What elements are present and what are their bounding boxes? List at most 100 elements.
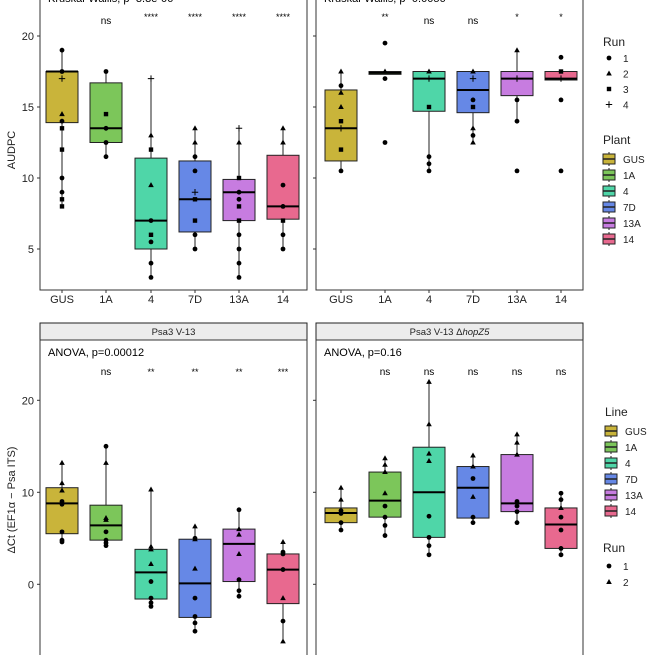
box-7D [456,452,490,526]
data-point [236,593,242,599]
data-point [514,431,520,437]
data-point [59,118,65,124]
data-point [236,189,242,195]
data-point [338,520,344,526]
data-point [59,126,65,131]
y-tick-label: 20 [22,31,34,43]
data-point [382,514,388,520]
x-tick-label: GUS [50,294,74,306]
legend-run-marker [606,563,612,569]
y-tick-label: 20 [22,395,34,407]
data-point [192,232,198,238]
data-point [558,527,564,533]
data-point [236,246,242,252]
data-point [59,197,65,202]
box-7D [456,68,490,145]
data-point [59,189,65,195]
data-point [59,69,65,74]
box [45,487,79,535]
data-point [426,552,432,558]
legend-label: GUS [623,155,645,166]
data-point [338,484,344,490]
legend-label: 13A [623,219,641,230]
strip-label: Psa3 V-13 ΔhopZ5 [410,327,490,338]
data-point [514,520,520,526]
y-tick-label: 10 [22,487,34,499]
data-point [236,550,242,556]
data-point [558,552,564,558]
box [500,71,534,97]
data-point [514,451,520,457]
data-point [103,516,109,522]
data-point [148,595,154,601]
significance-label: * [515,12,519,22]
x-tick-label: 1A [378,294,392,306]
data-point [426,421,432,427]
box-GUS [45,459,79,545]
data-point [514,168,520,174]
data-point [426,161,432,167]
data-point [470,514,476,520]
data-point [514,118,520,124]
box-GUS [324,484,358,533]
box-4 [412,68,446,174]
data-point [470,68,476,74]
box-14 [266,538,300,644]
x-tick-label: 13A [507,294,527,306]
significance-label: ns [556,367,567,378]
data-point [103,69,109,74]
data-point [280,538,286,544]
data-point [59,539,65,545]
data-point [280,618,286,624]
significance-label: *** [278,367,289,377]
data-point [236,260,242,266]
box-GUS [45,47,79,209]
data-point [192,565,198,571]
box-1A [89,443,123,549]
data-point [514,439,520,445]
legend-label: GUS [625,427,647,438]
data-point [192,595,198,601]
data-point [470,133,476,138]
data-point [280,246,286,252]
box-13A [500,431,534,526]
data-point [338,511,344,516]
box-4 [134,75,168,280]
x-tick-label: 7D [188,294,202,306]
data-point [338,168,344,174]
legend-title: Run [603,35,625,49]
data-point [192,154,198,160]
data-point [192,620,198,626]
data-point [382,469,388,475]
legend-label: 13A [625,491,643,502]
panel-border [315,339,584,655]
significance-label: **** [232,12,247,22]
significance-label: * [559,12,563,22]
x-tick-label: 13A [229,294,249,306]
data-point [513,75,521,82]
legend-label: 1 [623,562,629,573]
data-point [558,54,564,60]
y-tick-label: 5 [28,244,34,256]
data-point [59,147,65,152]
data-point [382,461,388,467]
data-point [236,139,242,145]
box [89,504,123,541]
data-point [426,513,432,519]
data-point [338,496,344,502]
data-point [148,260,154,266]
box-14 [544,54,578,174]
x-tick-label: 14 [555,294,567,306]
legend-run-marker [606,86,612,92]
legend-label: 7D [623,203,636,214]
data-point [236,275,242,280]
significance-label: ** [147,367,155,377]
data-point [426,104,432,110]
data-point [338,89,344,95]
data-point [425,75,433,82]
data-point [192,614,198,619]
data-point [280,595,286,601]
data-point [338,119,344,124]
legend-label: 4 [623,187,629,198]
